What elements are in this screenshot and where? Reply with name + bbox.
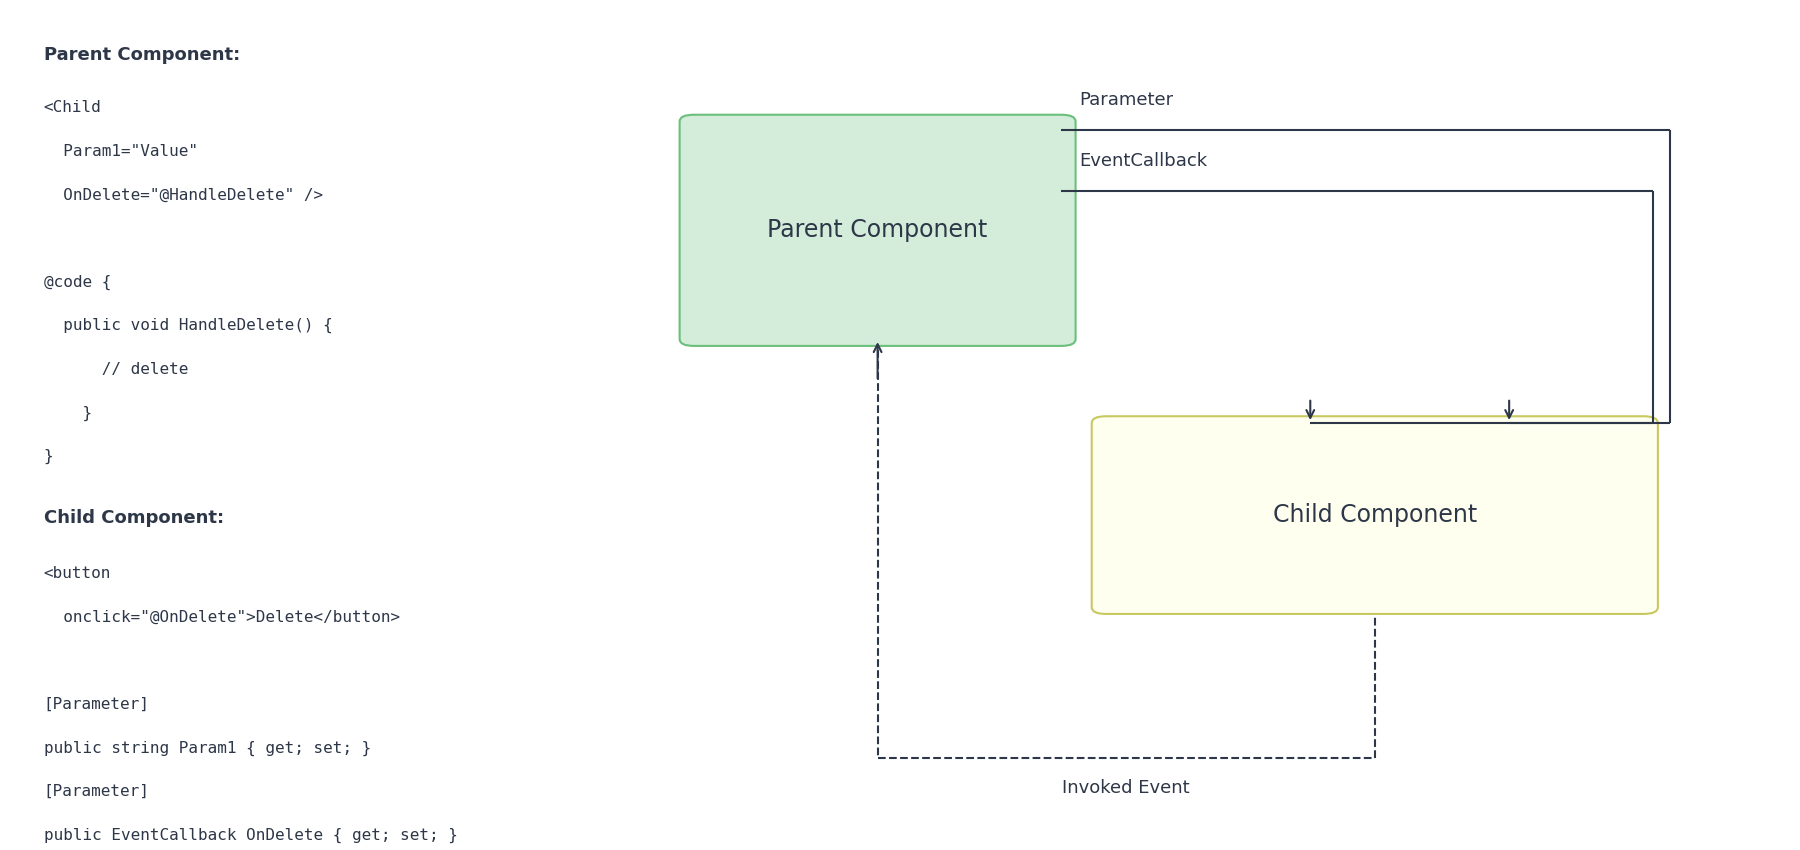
Text: public string Param1 { get; set; }: public string Param1 { get; set; }: [43, 740, 371, 756]
Text: Parameter: Parameter: [1080, 91, 1174, 109]
Text: Invoked Event: Invoked Event: [1062, 779, 1190, 797]
Text: <button: <button: [43, 566, 112, 581]
Text: }: }: [43, 405, 92, 421]
Text: onclick="@OnDelete">Delete</button>: onclick="@OnDelete">Delete</button>: [43, 609, 400, 625]
Text: Parent Component:: Parent Component:: [43, 46, 239, 64]
Text: Child Component:: Child Component:: [43, 509, 223, 527]
Text: public void HandleDelete() {: public void HandleDelete() {: [43, 318, 333, 333]
Text: [Parameter]: [Parameter]: [43, 784, 149, 799]
Text: // delete: // delete: [43, 362, 187, 377]
FancyBboxPatch shape: [1093, 416, 1658, 614]
Text: public EventCallback OnDelete { get; set; }: public EventCallback OnDelete { get; set…: [43, 828, 457, 842]
Text: EventCallback: EventCallback: [1080, 152, 1208, 170]
Text: Param1="Value": Param1="Value": [43, 144, 198, 159]
FancyBboxPatch shape: [680, 115, 1076, 346]
Text: @code {: @code {: [43, 275, 112, 290]
Text: Parent Component: Parent Component: [767, 218, 988, 242]
Text: [Parameter]: [Parameter]: [43, 697, 149, 711]
Text: <Child: <Child: [43, 100, 101, 116]
Text: OnDelete="@HandleDelete" />: OnDelete="@HandleDelete" />: [43, 188, 322, 202]
Text: Child Component: Child Component: [1273, 503, 1478, 527]
Text: }: }: [43, 449, 54, 464]
